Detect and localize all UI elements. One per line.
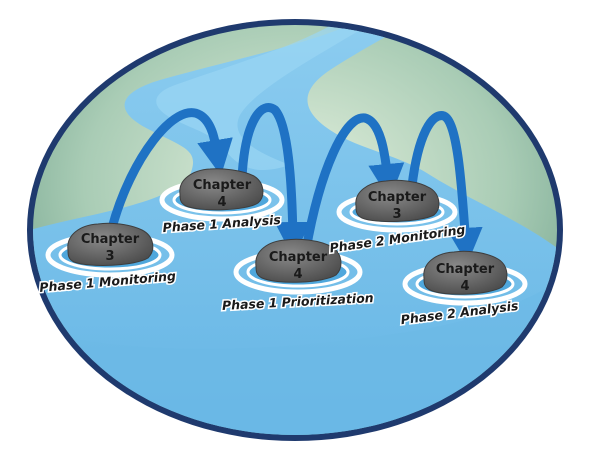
rock-shape: [355, 179, 440, 223]
arrow-monitoring-to-analysis: [107, 108, 233, 233]
rock-label-number: 4: [217, 195, 226, 210]
rock-shape: [255, 238, 342, 283]
river-highlight: [156, 25, 360, 170]
rock-label-chapter: Chapter: [436, 262, 495, 277]
rock-label-chapter: Chapter: [368, 190, 427, 205]
rock-label-chapter: Chapter: [193, 178, 252, 193]
rock-label-number: 4: [293, 267, 302, 282]
rock-label-chapter: Chapter: [81, 232, 140, 247]
rock-shape: [67, 222, 154, 266]
rock-label-number: 3: [105, 249, 114, 264]
rock-shape: [179, 168, 264, 211]
jump-arrows: [107, 103, 483, 264]
stone-phase-1-prioritization: Chapter 4 Phase 1 Prioritization: [220, 238, 376, 314]
arrow-analysis-to-prioritization: [237, 103, 311, 258]
arrow-prioritization-to-p2-monitoring: [301, 113, 405, 255]
rock-label-number: 3: [392, 207, 401, 222]
rock-label-number: 4: [460, 279, 469, 294]
rock-shape: [423, 250, 508, 295]
arrow-p2-monitoring-to-p2-analysis: [407, 111, 483, 264]
rock-label-chapter: Chapter: [269, 250, 328, 265]
